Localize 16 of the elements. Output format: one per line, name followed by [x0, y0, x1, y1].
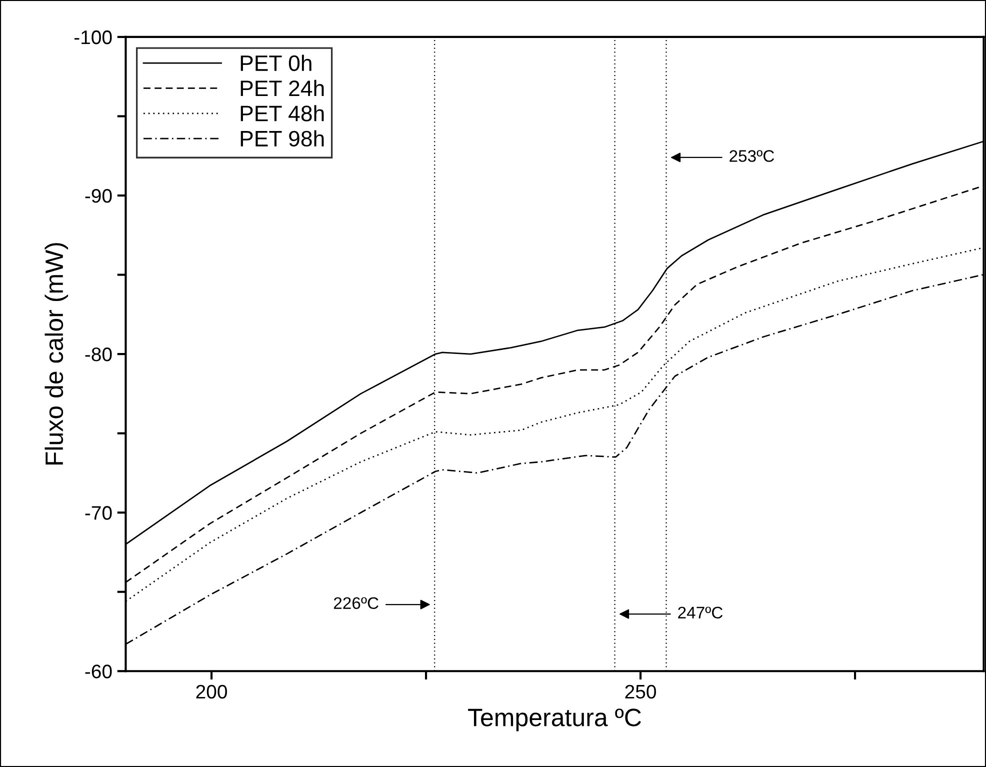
legend-label: PET 0h: [240, 54, 312, 72]
legend-label: PET 24h: [240, 80, 324, 96]
legend-label: PET 98h: [240, 130, 324, 147]
x-axis-title: Temperatura ºC: [468, 708, 642, 732]
y-tick-label: -80: [85, 348, 112, 362]
ref-line-label: 247ºC: [678, 606, 723, 619]
x-tick-label: 200: [196, 684, 227, 699]
y-tick-label: -90: [85, 188, 112, 203]
y-tick-label: -60: [85, 664, 112, 678]
y-axis-title: Fluxo de calor (mW): [44, 243, 68, 465]
ref-line-label: 226ºC: [334, 597, 378, 610]
legend-label: PET 48h: [240, 105, 324, 122]
ref-line-label: 253ºC: [730, 150, 774, 162]
y-tick-label: -70: [85, 506, 112, 520]
x-tick-label: 250: [625, 684, 656, 699]
y-tick-label: -100: [74, 30, 112, 44]
